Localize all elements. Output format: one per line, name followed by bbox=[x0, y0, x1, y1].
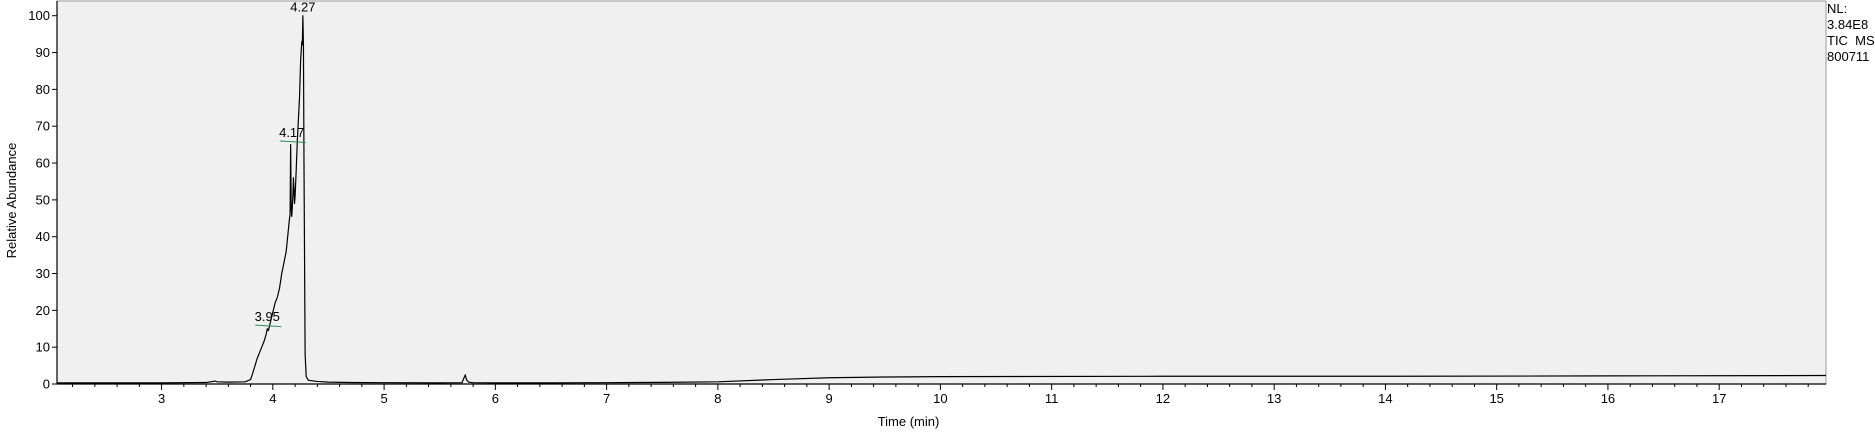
y-tick-label: 80 bbox=[36, 82, 50, 97]
x-tick-label: 16 bbox=[1601, 391, 1615, 406]
peak-label: 4.27 bbox=[290, 0, 315, 15]
peak-marker bbox=[255, 324, 282, 328]
y-axis-label: Relative Abundance bbox=[4, 143, 19, 259]
peak-marker bbox=[279, 140, 306, 143]
plot-area bbox=[56, 0, 1827, 385]
y-tick-label: 60 bbox=[36, 156, 50, 171]
x-axis-label: Time (min) bbox=[878, 414, 940, 429]
x-tick-label: 8 bbox=[714, 391, 721, 406]
nl-value: 3.84E8 bbox=[1827, 17, 1869, 32]
info-panel: NL: 3.84E8 TIC MS 800711 bbox=[1827, 1, 1875, 65]
y-tick-label: 0 bbox=[43, 377, 50, 392]
peak-label: 4.17 bbox=[279, 125, 304, 140]
x-tick-label: 9 bbox=[826, 391, 833, 406]
y-tick-label: 40 bbox=[36, 229, 50, 244]
x-tick-label: 12 bbox=[1156, 391, 1170, 406]
tic-trace-line bbox=[57, 15, 1827, 384]
y-tick-label: 70 bbox=[36, 119, 50, 134]
file-name: 800711 bbox=[1827, 49, 1870, 64]
x-tick-label: 17 bbox=[1712, 391, 1726, 406]
x-tick-label: 10 bbox=[933, 391, 947, 406]
x-tick-label: 5 bbox=[380, 391, 387, 406]
scan-filter: TIC MS bbox=[1827, 33, 1875, 48]
x-axis-ticks: 3 4 5 6 7 8 9 10 11 12 13 14 15 16 17 bbox=[72, 384, 1809, 406]
y-tick-label: 90 bbox=[36, 45, 50, 60]
y-tick-label: 30 bbox=[36, 266, 50, 281]
x-tick-label: 11 bbox=[1045, 391, 1059, 406]
x-tick-label: 7 bbox=[603, 391, 610, 406]
x-tick-label: 13 bbox=[1267, 391, 1281, 406]
peak-annotations: 4.27 4.17 3.95 bbox=[255, 0, 316, 328]
x-tick-label: 3 bbox=[158, 391, 165, 406]
nl-label: NL: bbox=[1827, 1, 1848, 16]
y-tick-label: 100 bbox=[28, 8, 50, 23]
y-tick-label: 20 bbox=[36, 303, 50, 318]
y-axis-ticks: 0 10 20 30 40 50 60 70 80 90 100 bbox=[28, 8, 57, 392]
y-tick-label: 10 bbox=[36, 340, 50, 355]
x-tick-label: 4 bbox=[269, 391, 276, 406]
x-tick-label: 6 bbox=[492, 391, 499, 406]
x-tick-label: 15 bbox=[1489, 391, 1503, 406]
y-tick-label: 50 bbox=[36, 192, 50, 207]
x-tick-label: 14 bbox=[1378, 391, 1392, 406]
peak-label: 3.95 bbox=[255, 309, 280, 324]
